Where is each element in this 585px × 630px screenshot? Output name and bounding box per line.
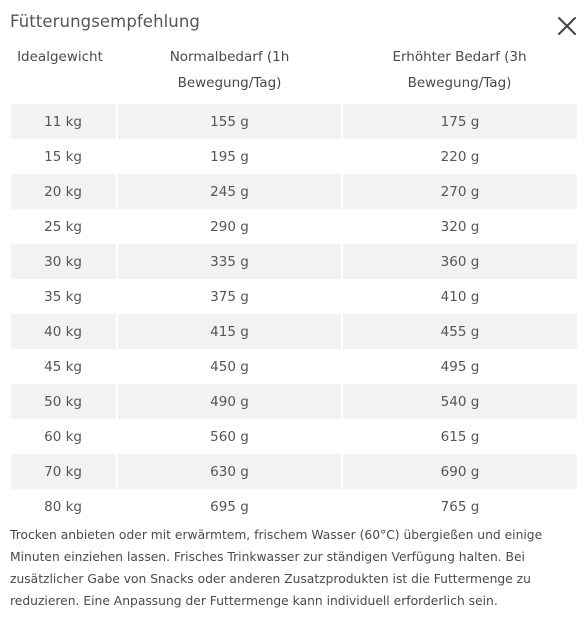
cell-increased-need: 175 g (342, 104, 577, 139)
cell-ideal-weight: 15 kg (11, 139, 118, 174)
column-header-normal-need: Normalbedarf (1h Bewegung/Tag) (169, 49, 290, 91)
table-row: 11 kg 155 g 175 g (11, 104, 577, 139)
table-row: 50 kg 490 g 540 g (11, 384, 577, 419)
table-row: 30 kg 335 g 360 g (11, 244, 577, 279)
cell-ideal-weight: 80 kg (11, 489, 118, 524)
cell-ideal-weight: 25 kg (11, 209, 118, 244)
cell-ideal-weight: 40 kg (11, 314, 118, 349)
column-header-ideal-weight: Idealgewicht (17, 49, 103, 65)
table-row: 60 kg 560 g 615 g (11, 419, 577, 454)
table-row: 45 kg 450 g 495 g (11, 349, 577, 384)
cell-increased-need: 360 g (342, 244, 577, 279)
dialog-title: Fütterungsempfehlung (10, 12, 200, 31)
cell-ideal-weight: 50 kg (11, 384, 118, 419)
cell-ideal-weight: 11 kg (11, 104, 118, 139)
cell-increased-need: 270 g (342, 174, 577, 209)
table-row: 70 kg 630 g 690 g (11, 454, 577, 489)
cell-normal-need: 450 g (117, 349, 343, 384)
cell-normal-need: 155 g (117, 104, 343, 139)
cell-ideal-weight: 60 kg (11, 419, 118, 454)
table-row: 35 kg 375 g 410 g (11, 279, 577, 314)
close-button[interactable] (555, 14, 579, 38)
cell-increased-need: 220 g (342, 139, 577, 174)
cell-normal-need: 630 g (117, 454, 343, 489)
cell-increased-need: 615 g (342, 419, 577, 454)
cell-normal-need: 245 g (117, 174, 343, 209)
cell-normal-need: 695 g (117, 489, 343, 524)
cell-normal-need: 335 g (117, 244, 343, 279)
column-header-increased-need: Erhöhter Bedarf (3h Bewegung/Tag) (392, 49, 527, 91)
cell-increased-need: 690 g (342, 454, 577, 489)
table-row: 25 kg 290 g 320 g (11, 209, 577, 244)
cell-increased-need: 495 g (342, 349, 577, 384)
cell-ideal-weight: 20 kg (11, 174, 118, 209)
feeding-table: Idealgewicht Normalbedarf (1h Bewegung/T… (11, 44, 577, 524)
cell-increased-need: 540 g (342, 384, 577, 419)
cell-increased-need: 320 g (342, 209, 577, 244)
cell-normal-need: 490 g (117, 384, 343, 419)
cell-normal-need: 415 g (117, 314, 343, 349)
cell-ideal-weight: 35 kg (11, 279, 118, 314)
cell-ideal-weight: 70 kg (11, 454, 118, 489)
feeding-note: Trocken anbieten oder mit erwärmtem, fri… (10, 528, 543, 608)
table-row: 20 kg 245 g 270 g (11, 174, 577, 209)
cell-normal-need: 195 g (117, 139, 343, 174)
table-body: 11 kg 155 g 175 g 15 kg 195 g 220 g 20 kg 245 g… (11, 104, 577, 524)
cell-normal-need: 375 g (117, 279, 343, 314)
cell-ideal-weight: 45 kg (11, 349, 118, 384)
cell-normal-need: 560 g (117, 419, 343, 454)
cell-increased-need: 765 g (342, 489, 577, 524)
cell-normal-need: 290 g (117, 209, 343, 244)
table-row: 40 kg 415 g 455 g (11, 314, 577, 349)
cell-increased-need: 410 g (342, 279, 577, 314)
cell-ideal-weight: 30 kg (11, 244, 118, 279)
close-icon[interactable] (555, 14, 579, 38)
table-row: 15 kg 195 g 220 g (11, 139, 577, 174)
table-row: 80 kg 695 g 765 g (11, 489, 577, 524)
table-header-row: Idealgewicht Normalbedarf (1h Bewegung/T… (11, 44, 577, 104)
cell-increased-need: 455 g (342, 314, 577, 349)
